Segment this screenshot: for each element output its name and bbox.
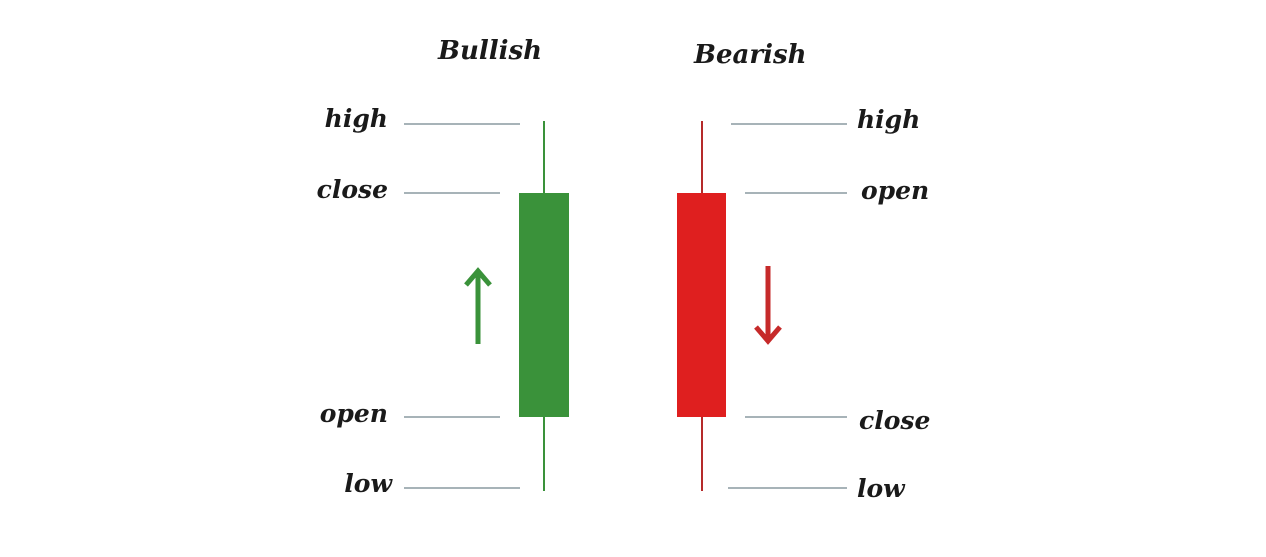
bullish-close-label: close [316, 175, 388, 204]
bearish-candle-body [677, 193, 726, 417]
bearish-open-label: open [861, 176, 930, 205]
bearish-high-label: high [857, 105, 921, 134]
bullish-high-label: high [324, 104, 388, 133]
bearish-close-label: close [859, 406, 931, 435]
bullish-low-label: low [344, 469, 392, 498]
bullish-candle-body [519, 193, 569, 417]
up-arrow-icon [464, 267, 492, 344]
bearish-low-label: low [857, 474, 905, 503]
bearish-title: Bearish [694, 40, 807, 70]
bullish-title: Bullish [438, 36, 543, 66]
bullish-open-label: open [319, 399, 388, 428]
down-arrow-icon [754, 266, 782, 345]
